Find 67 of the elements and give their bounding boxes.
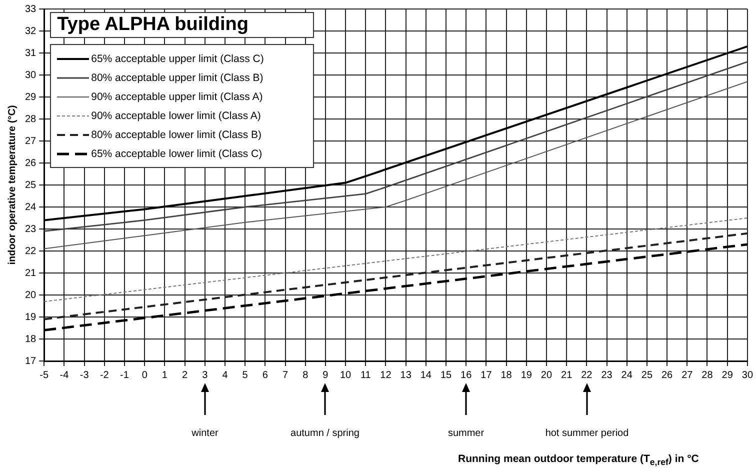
y-tick-label: 29	[25, 92, 37, 103]
y-tick-label: 18	[25, 334, 37, 345]
x-tick-label: 22	[581, 370, 593, 381]
x-tick-label: 17	[480, 370, 492, 381]
y-tick-label: 32	[25, 26, 37, 37]
x-tick-label: -4	[60, 370, 70, 381]
x-tick-label: 27	[682, 370, 694, 381]
x-tick-label: 14	[420, 370, 432, 381]
y-tick-label: 30	[25, 70, 37, 81]
y-tick-label: 26	[25, 158, 37, 169]
y-tick-label: 31	[25, 48, 37, 59]
legend-label: 90% acceptable upper limit (Class A)	[91, 90, 263, 102]
text: Running mean outdoor temperature (T$_{e,ref}$) in °C	[458, 453, 699, 468]
x-tick-label: 24	[621, 370, 633, 381]
legend-label: 65% acceptable lower limit (Class C)	[91, 148, 262, 160]
x-tick-label: 26	[661, 370, 674, 381]
x-tick-label: 9	[322, 370, 329, 381]
x-tick-label: 3	[202, 370, 208, 381]
x-tick-label: 23	[601, 370, 613, 381]
x-tick-label: 4	[222, 370, 228, 381]
x-tick-label: 6	[262, 370, 268, 381]
x-tick-label: 30	[742, 370, 754, 381]
y-tick-label: 19	[25, 312, 37, 323]
y-tick-label: 25	[25, 180, 37, 191]
y-tick-label: 24	[25, 202, 37, 213]
x-tick-label: -2	[100, 370, 110, 381]
title-panel: Type ALPHA building	[50, 12, 314, 38]
y-tick-label: 17	[25, 356, 37, 367]
x-tick-label: 28	[702, 370, 714, 381]
y-tick-label: 23	[25, 224, 37, 235]
text: autumn / spring	[290, 428, 360, 439]
x-tick-label: 10	[340, 370, 352, 381]
x-tick-label: -5	[40, 370, 49, 381]
x-tick-label: 25	[641, 370, 653, 381]
text: hot summer period	[545, 428, 629, 439]
x-tick-label: 1	[162, 370, 168, 381]
x-tick-label: 15	[440, 370, 452, 381]
x-tick-label: 16	[460, 370, 472, 381]
x-tick-label: 18	[500, 370, 512, 381]
x-tick-label: 21	[561, 370, 573, 381]
y-tick-label: 28	[25, 114, 37, 125]
x-tick-label: 0	[142, 370, 148, 381]
y-tick-label: 22	[25, 246, 37, 257]
legend-label: 65% acceptable upper limit (Class C)	[91, 52, 264, 64]
x-tick-label: 12	[380, 370, 392, 381]
y-axis-title: indoor operative temperature (°C)	[6, 105, 18, 265]
text: summer	[448, 428, 484, 439]
legend-label: 90% acceptable lower limit (Class A)	[91, 110, 261, 122]
x-tick-label: 13	[400, 370, 412, 381]
y-tick-label: 21	[25, 268, 37, 279]
x-tick-label: 29	[722, 370, 734, 381]
x-tick-label: -3	[80, 370, 90, 381]
chart-title: Type ALPHA building	[57, 14, 249, 35]
x-tick-label: -1	[120, 370, 130, 381]
x-tick-label: 19	[520, 370, 532, 381]
x-tick-label: 11	[360, 370, 372, 381]
x-tick-label: 5	[242, 370, 248, 381]
x-tick-label: 2	[182, 370, 188, 381]
y-tick-label: 27	[25, 136, 37, 147]
x-tick-label: 20	[540, 370, 552, 381]
legend-label: 80% acceptable lower limit (Class B)	[91, 128, 262, 140]
x-tick-label: 7	[282, 370, 288, 381]
text: winter	[192, 428, 218, 439]
y-tick-label: 33	[25, 4, 37, 15]
x-tick-label: 8	[302, 370, 309, 381]
legend-label: 80% acceptable upper limit (Class B)	[91, 72, 264, 84]
y-tick-label: 20	[25, 290, 37, 301]
